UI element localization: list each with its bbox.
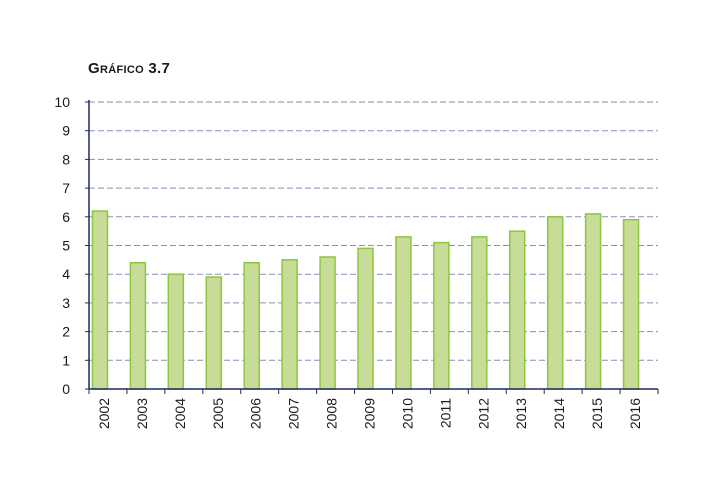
bar-2009	[357, 247, 374, 390]
x-tick-label: 2002	[96, 398, 112, 429]
x-tick-label: 2013	[513, 398, 529, 429]
y-tick-label: 1	[62, 352, 70, 368]
bar-2004	[167, 273, 185, 390]
bar-2006	[243, 261, 260, 390]
bar-2013	[508, 230, 526, 390]
x-tick-label: 2016	[627, 398, 643, 429]
x-tick-label: 2012	[475, 398, 491, 429]
bar-2008	[319, 256, 336, 390]
x-tick-label: 2011	[437, 398, 453, 428]
x-tick-label: 2004	[172, 398, 188, 429]
x-tick-label: 2008	[324, 398, 340, 429]
bar-2002	[91, 210, 109, 390]
y-tick-label: 0	[62, 381, 70, 397]
x-tick-label: 2005	[210, 398, 226, 429]
x-tick-label: 2007	[286, 398, 302, 429]
x-tick-label: 2006	[248, 398, 264, 429]
chart-title: Gráfico 3.7	[88, 60, 171, 77]
x-tick-label: 2015	[589, 398, 605, 429]
x-tick-label: 2009	[362, 398, 378, 429]
x-tick-label: 2003	[134, 398, 150, 429]
y-tick-label: 3	[62, 295, 70, 311]
bar-2016	[622, 218, 640, 390]
y-tick-label: 4	[62, 266, 70, 282]
bar-2003	[129, 261, 147, 390]
y-tick-label: 5	[62, 238, 70, 254]
y-tick-label: 7	[62, 180, 70, 196]
bar-2007	[281, 259, 298, 390]
x-tick-label: 2014	[551, 398, 567, 429]
y-tick-label: 8	[62, 151, 70, 167]
bar-2010	[395, 236, 412, 390]
bar-2015	[584, 213, 602, 390]
bar-2005	[205, 276, 223, 390]
bar-2012	[471, 236, 488, 390]
bar-2011	[433, 241, 450, 390]
x-tick-label: 2010	[399, 398, 415, 429]
bar-2014	[546, 216, 564, 390]
y-tick-label: 6	[62, 209, 70, 225]
y-tick-label: 2	[62, 324, 70, 340]
y-tick-label: 10	[54, 94, 70, 110]
y-tick-label: 9	[62, 123, 70, 139]
